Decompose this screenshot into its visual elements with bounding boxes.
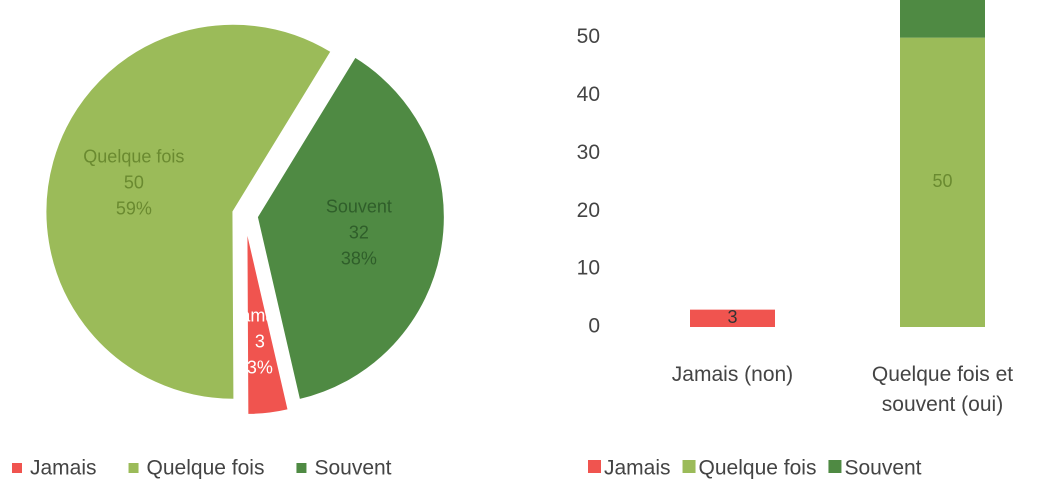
legend-label: Quelque fois — [147, 457, 265, 480]
legend-label: Souvent — [314, 457, 391, 480]
pie-label-value: 3 — [255, 331, 265, 351]
bar — [900, 37, 985, 327]
legend-label: Jamais — [604, 457, 671, 480]
legend-swatch — [682, 460, 696, 473]
pie-label-value: 32 — [349, 222, 369, 242]
y-tick-label: 40 — [577, 83, 600, 106]
legend-label: Quelque fois — [699, 457, 817, 480]
x-tick-label: Quelque fois et souvent (oui) — [871, 363, 1014, 416]
pie-label-percent: 3% — [247, 357, 273, 377]
bar — [690, 309, 775, 327]
y-tick-label: 20 — [577, 199, 600, 222]
pie-label-percent: 38% — [341, 248, 377, 268]
pie-label-name: Jamais — [231, 305, 288, 325]
bar-value-label: 50 — [932, 171, 952, 191]
x-tick-label: Jamais (non) — [671, 363, 794, 386]
legend-swatch — [12, 463, 22, 473]
pie-slice — [44, 22, 333, 401]
y-tick-label: 30 — [577, 141, 600, 164]
legend-label: Jamais — [30, 457, 97, 480]
y-tick-label: 10 — [577, 257, 600, 280]
bars: 3 50 — [690, 0, 985, 327]
pie-label-name: Souvent — [326, 196, 392, 216]
pie-label-name: Quelque fois — [83, 147, 184, 167]
pie-label-percent: 59% — [116, 199, 152, 219]
legend-swatch — [588, 460, 601, 473]
pie-label-value: 50 — [124, 173, 144, 193]
y-tick-label: 50 — [577, 25, 600, 48]
y-tick-label: 0 — [588, 315, 600, 338]
legend-swatch — [128, 463, 139, 473]
bar — [900, 0, 985, 38]
pie-slice — [255, 55, 446, 402]
legend-label: Souvent — [844, 457, 921, 480]
legend-swatch — [828, 460, 842, 473]
legend-swatch — [296, 463, 307, 473]
pie-slice — [245, 226, 290, 416]
bar-value-label: 3 — [727, 307, 737, 327]
